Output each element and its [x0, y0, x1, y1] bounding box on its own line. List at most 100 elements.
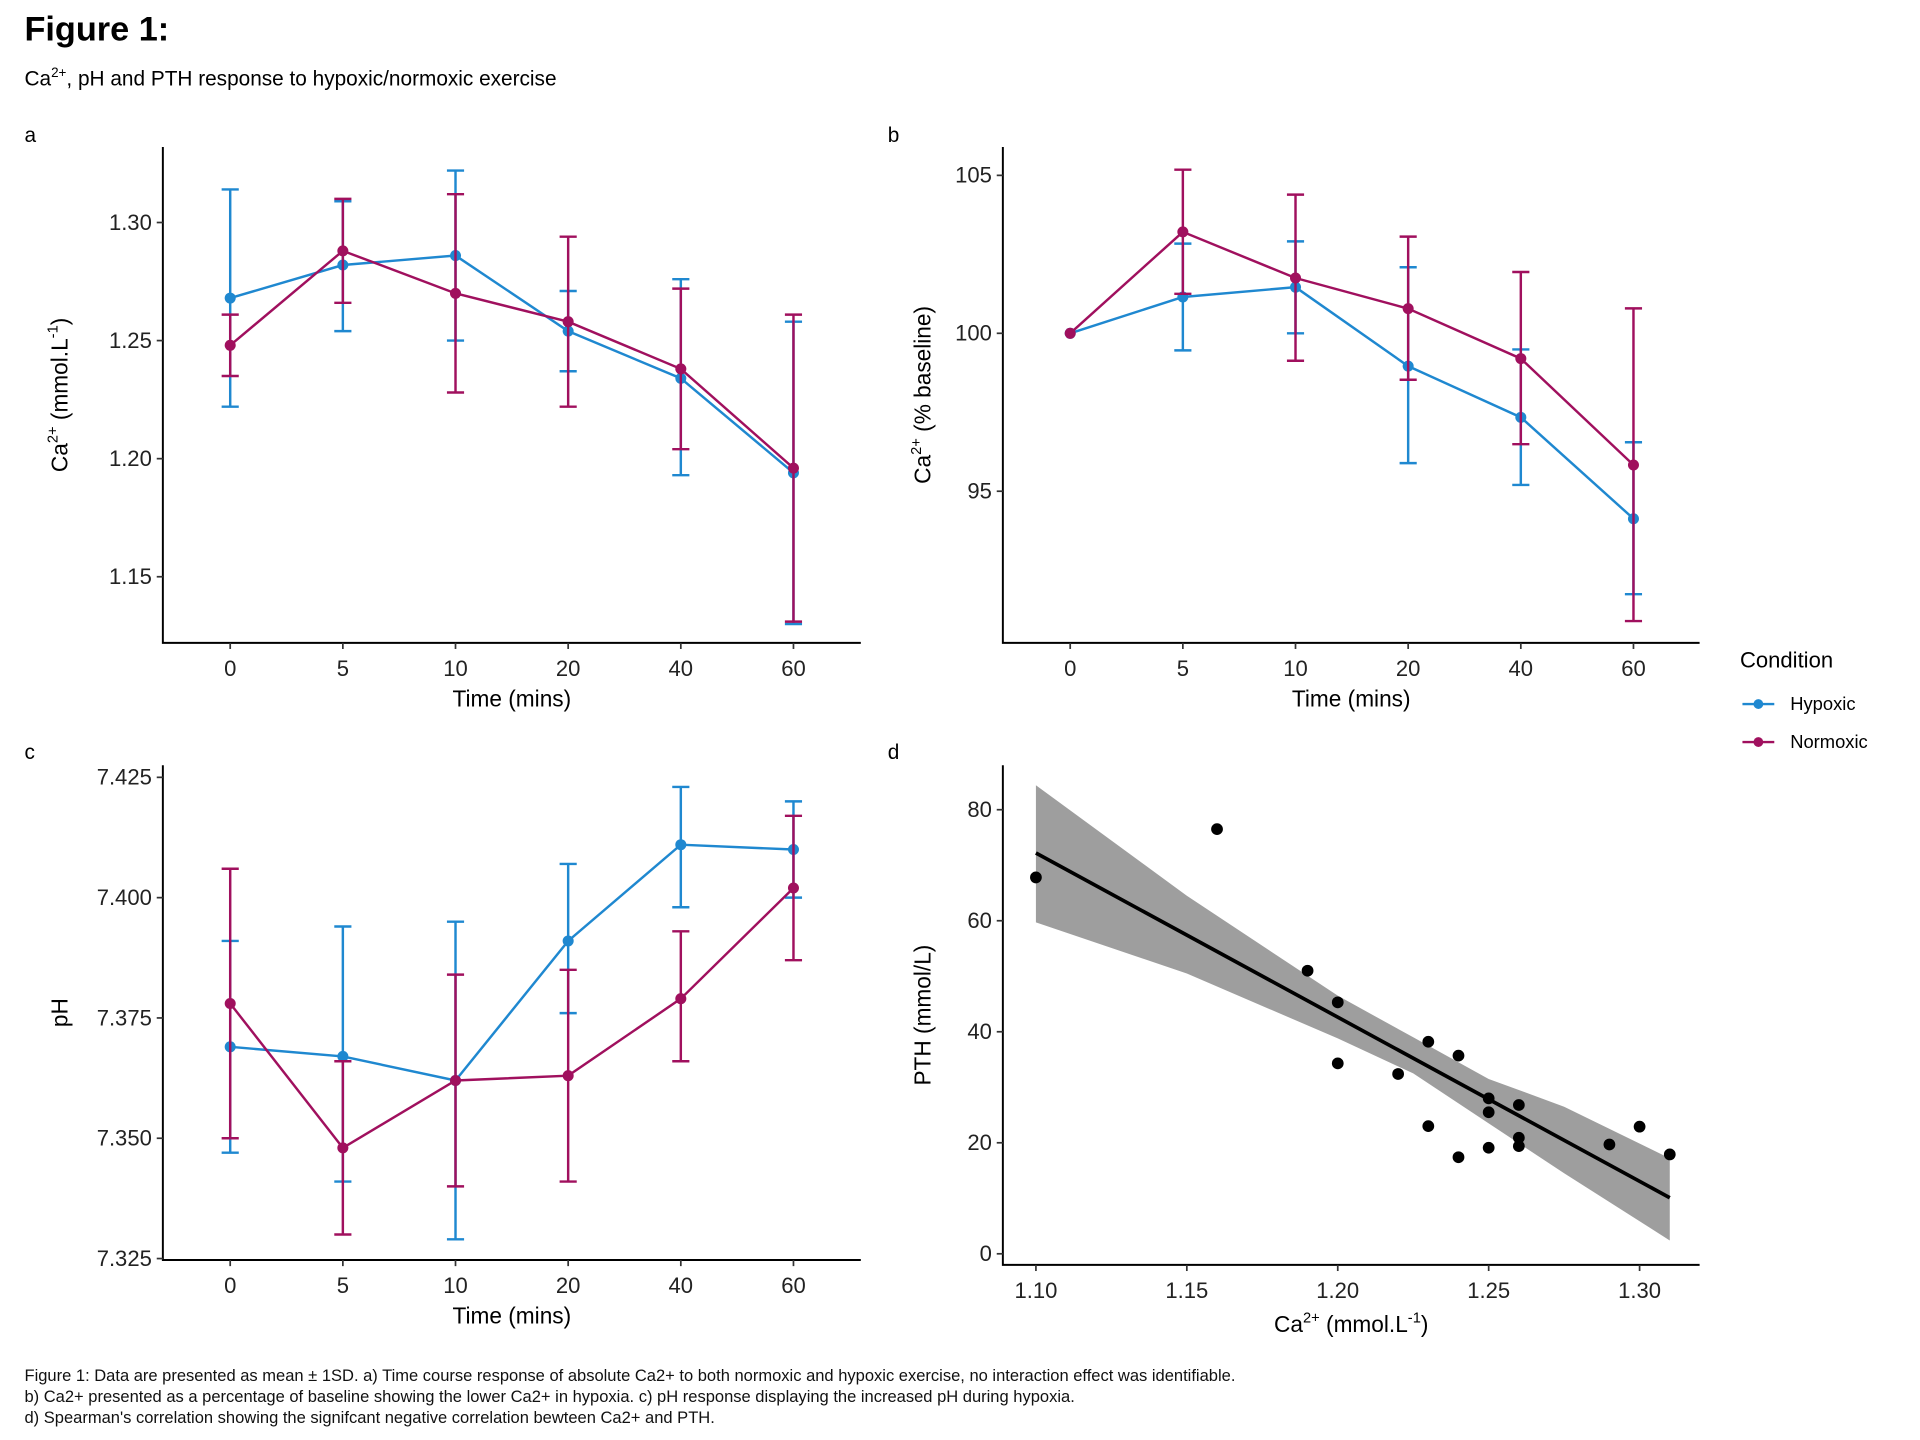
y-axis-title-base: Ca: [46, 443, 72, 472]
legend: Condition Hypoxic Normoxic: [1740, 647, 1868, 752]
x-tick-label: 10: [443, 1273, 468, 1298]
data-point: [1452, 1049, 1465, 1062]
data-point: [1331, 1057, 1344, 1070]
data-point: [1663, 1148, 1676, 1161]
series-normoxic: [221, 192, 803, 623]
series-line: [229, 254, 795, 474]
y-tick-label: 7.325: [97, 1246, 152, 1271]
caption-line-3: d) Spearman's correlation showing the si…: [24, 1408, 714, 1427]
data-point: [1512, 1099, 1525, 1111]
x-axis-title-sup: 2+: [1303, 1310, 1320, 1326]
x-tick-label: 5: [1177, 656, 1189, 681]
y-tick-label: 100: [955, 321, 992, 346]
subtitle-rest: , pH and PTH response to hypoxic/normoxi…: [66, 68, 556, 91]
y-axis-title-base: Ca: [910, 454, 936, 483]
caption-line-2: b) Ca2+ presented as a percentage of bas…: [24, 1387, 1074, 1406]
data-point: [675, 363, 687, 375]
x-tick-label: 1.20: [1316, 1278, 1359, 1303]
axes-d: [1001, 765, 1700, 1266]
x-tick-label: 10: [1283, 656, 1308, 681]
y-tick-label: 20: [967, 1130, 992, 1155]
x-tick-label: 60: [781, 656, 806, 681]
x-axis-title-rest: (mmol.L: [1320, 1311, 1408, 1337]
x-tick-label: 40: [669, 656, 694, 681]
y-tick-label: 7.350: [97, 1126, 152, 1151]
legend-title: Condition: [1740, 647, 1833, 672]
data-point: [562, 316, 574, 328]
legend-label-hypoxic: Hypoxic: [1790, 693, 1855, 714]
data-point: [1392, 1068, 1404, 1080]
y-tick-label: 7.425: [97, 765, 152, 790]
y-tick-label: 95: [967, 479, 992, 504]
caption: Figure 1: Data are presented as mean ± 1…: [24, 1366, 1235, 1427]
data-point: [1633, 1120, 1646, 1133]
x-tick-label: 0: [224, 656, 236, 681]
legend-item-normoxic: Normoxic: [1742, 731, 1868, 752]
y-axis-title: pH: [46, 998, 72, 1027]
data-point: [1627, 459, 1639, 471]
subtitle-ca: Ca: [24, 68, 51, 91]
series-line: [1069, 230, 1635, 466]
data-point: [675, 993, 687, 1005]
figure-subtitle: Ca2+, pH and PTH response to hypoxic/nor…: [24, 65, 556, 91]
y-axis-title: Ca2+ (mmol.L-1): [46, 318, 73, 472]
data-point: [450, 1074, 462, 1087]
axes-b: [1001, 146, 1700, 644]
data-point: [1512, 1131, 1525, 1144]
data-point: [337, 245, 349, 257]
caption-line-1: Figure 1: Data are presented as mean ± 1…: [24, 1366, 1235, 1385]
y-tick-label: 1.15: [109, 564, 152, 589]
x-tick-label: 5: [337, 1273, 349, 1298]
data-point: [1603, 1138, 1616, 1151]
regression-line: [1035, 851, 1671, 1200]
data-point: [1482, 1141, 1495, 1154]
confidence-band: [1035, 785, 1670, 1241]
axes-c: [161, 765, 861, 1261]
panel-b: b 95 100 105 0 5 10 20 40 60 Time (mins) Ca2+ (% ba…: [888, 124, 1700, 712]
legend-item-hypoxic: Hypoxic: [1742, 693, 1856, 714]
y-axis-title-sup: 2+: [909, 438, 925, 455]
subtitle-sup: 2+: [51, 65, 66, 80]
y-axis-title-sup: 2+: [46, 426, 62, 443]
x-axis-title-base: Ca: [1274, 1311, 1303, 1337]
y-axis-title: Ca2+ (% baseline): [909, 306, 936, 484]
x-tick-label: 20: [556, 1273, 581, 1298]
y-tick-label: 7.375: [97, 1005, 152, 1030]
y-tick-label: 1.30: [109, 210, 152, 235]
data-point: [450, 287, 462, 299]
panel-label-d: d: [888, 741, 900, 764]
series-line: [229, 249, 795, 470]
x-axis-title-sup2: -1: [1408, 1310, 1421, 1326]
x-tick-label: 10: [443, 656, 468, 681]
y-axis-title: PTH (mmol/L): [910, 945, 936, 1086]
panel-a: a 1.15 1.20 1.25 1.30 0 5 10 20 40 60 Time (mins) Ca…: [24, 124, 861, 712]
panel-c: c 7.325 7.350 7.375 7.400 7.425 0 5 10 20 40 60 Time…: [24, 741, 861, 1329]
y-axis-title-end: ): [46, 318, 72, 326]
data-point: [1064, 327, 1076, 339]
x-tick-label: 1.30: [1618, 1278, 1661, 1303]
x-axis-title: Time (mins): [453, 1303, 572, 1329]
data-point: [1290, 272, 1302, 284]
panel-label-c: c: [24, 741, 34, 764]
x-tick-label: 1.15: [1165, 1278, 1208, 1303]
axes-a: [161, 146, 861, 644]
panel-label-a: a: [24, 124, 36, 147]
series-line: [1069, 285, 1635, 520]
x-tick-label: 0: [1064, 656, 1076, 681]
y-axis-title-sup2: -1: [46, 325, 62, 338]
series-normoxic: [221, 814, 803, 1236]
y-tick-label: 1.25: [109, 328, 152, 353]
y-tick-label: 80: [967, 797, 992, 822]
data-point: [337, 1142, 349, 1154]
data-point: [224, 997, 236, 1010]
legend-label-normoxic: Normoxic: [1790, 731, 1868, 752]
data-point: [224, 339, 236, 351]
figure-title: Figure 1:: [24, 10, 169, 48]
data-point: [562, 935, 574, 947]
data-point: [1402, 303, 1414, 315]
legend-dot-hypoxic: [1753, 699, 1764, 709]
data-point: [1482, 1106, 1495, 1119]
y-tick-label: 1.20: [109, 446, 152, 471]
series-hypoxic: [221, 169, 803, 626]
panel-label-b: b: [888, 124, 900, 147]
